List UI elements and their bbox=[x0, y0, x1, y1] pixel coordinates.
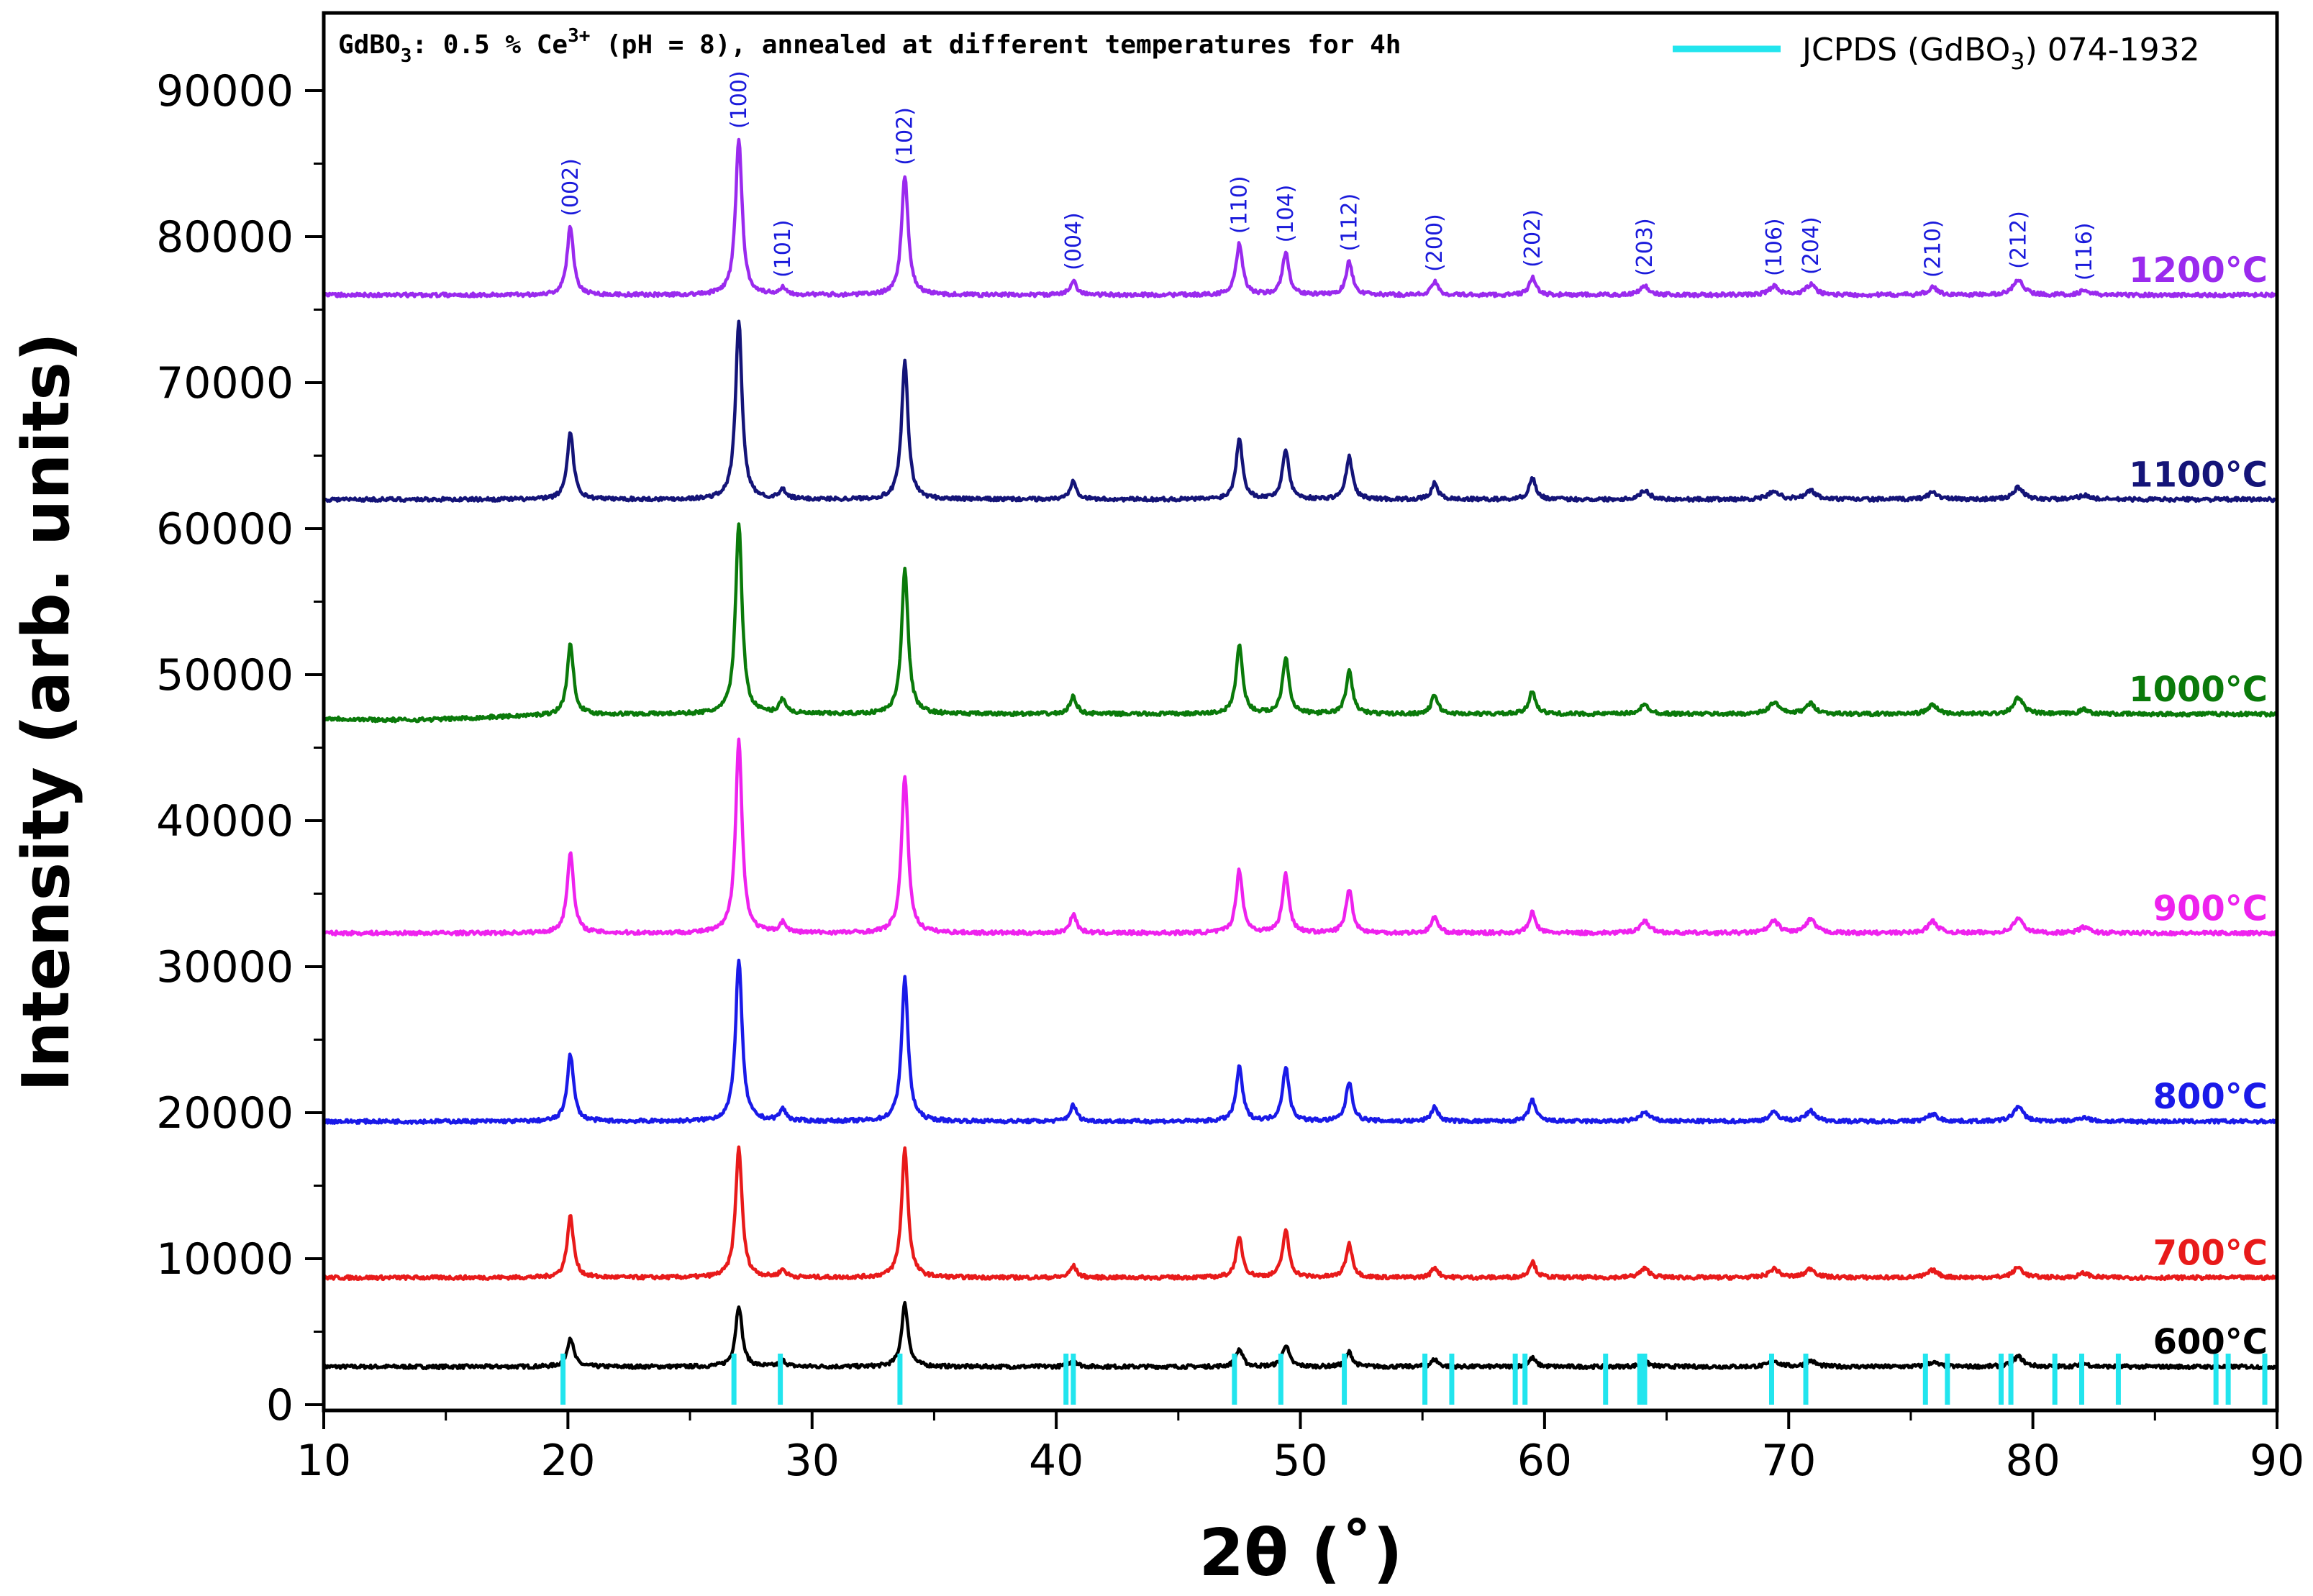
y-axis-title: Intensity (arb. units) bbox=[9, 332, 84, 1092]
series-label: 700°C bbox=[2153, 1233, 2268, 1273]
hkl-label: (210) bbox=[1920, 219, 1945, 278]
hkl-label: (116) bbox=[2072, 222, 2097, 281]
series-label: 1000°C bbox=[2129, 670, 2268, 710]
hkl-label: (212) bbox=[2006, 211, 2031, 269]
y-tick-label: 90000 bbox=[156, 66, 294, 117]
x-tick-label: 90 bbox=[2250, 1436, 2304, 1486]
y-tick-label: 40000 bbox=[156, 796, 294, 847]
hkl-label: (112) bbox=[1337, 193, 1362, 252]
y-tick-label: 70000 bbox=[156, 358, 294, 409]
y-tick-label: 0 bbox=[266, 1380, 294, 1431]
x-tick-label: 30 bbox=[785, 1436, 840, 1486]
hkl-label: (100) bbox=[727, 70, 752, 129]
x-axis: 10 20 30 40 50 60 70 80 90 bbox=[296, 1410, 2304, 1486]
series-line-1100C bbox=[323, 319, 2278, 503]
x-tick-label: 40 bbox=[1029, 1436, 1083, 1486]
y-tick-label: 50000 bbox=[156, 650, 294, 701]
series-line-800C bbox=[322, 958, 2279, 1125]
series-line-1000C bbox=[322, 522, 2278, 724]
y-tick-label: 30000 bbox=[156, 942, 294, 993]
x-tick-label: 70 bbox=[1761, 1436, 1816, 1486]
hkl-label: (200) bbox=[1422, 214, 1448, 272]
legend: JCPDS (GdBO3) 074-1932 bbox=[1673, 32, 2200, 75]
hkl-label: (106) bbox=[1762, 218, 1787, 276]
series-label: 900°C bbox=[2153, 888, 2268, 929]
hkl-label: (110) bbox=[1227, 175, 1253, 234]
x-tick-label: 50 bbox=[1273, 1436, 1327, 1486]
series-line-1200C bbox=[322, 137, 2278, 298]
y-tick-label: 10000 bbox=[156, 1234, 294, 1285]
hkl-label: (202) bbox=[1520, 209, 1545, 268]
series-labels: 600°C 700°C 800°C 900°C 1000°C 1100°C 1200°C bbox=[2129, 250, 2268, 1362]
hkl-label: (102) bbox=[893, 107, 918, 165]
x-tick-label: 20 bbox=[540, 1436, 595, 1486]
series-label: 1100°C bbox=[2129, 455, 2268, 495]
series-label: 800°C bbox=[2153, 1077, 2268, 1117]
x-tick-label: 60 bbox=[1517, 1436, 1572, 1486]
x-axis-title: 2θ (˚) bbox=[1199, 1515, 1402, 1591]
reference-lines bbox=[560, 1353, 2268, 1405]
chart-title: GdBO3: 0.5 % Ce3+ (pH = 8), annealed at … bbox=[338, 25, 1401, 67]
x-tick-label: 10 bbox=[296, 1436, 351, 1486]
y-tick-label: 60000 bbox=[156, 504, 294, 555]
plot-lines bbox=[322, 137, 2279, 1371]
y-axis: 0 10000 20000 30000 40000 50000 60000 70000 8000… bbox=[156, 66, 324, 1431]
series-line-700C bbox=[322, 1145, 2279, 1282]
hkl-label: (101) bbox=[771, 219, 796, 278]
series-line-600C bbox=[322, 1300, 2278, 1371]
hkl-label: (004) bbox=[1061, 212, 1086, 270]
legend-entry: JCPDS (GdBO3) 074-1932 bbox=[1800, 32, 2200, 75]
hkl-label: (104) bbox=[1273, 185, 1299, 243]
series-line-900C bbox=[323, 737, 2278, 937]
series-label: 600°C bbox=[2153, 1322, 2268, 1362]
series-label: 1200°C bbox=[2129, 250, 2268, 291]
hkl-label: (002) bbox=[558, 158, 583, 216]
y-tick-label: 20000 bbox=[156, 1088, 294, 1139]
hkl-label: (204) bbox=[1799, 216, 1824, 275]
hkl-labels: (002) (100) (101) (102) (004) (110) (104) (112)… bbox=[558, 70, 2097, 281]
hkl-label: (203) bbox=[1632, 218, 1658, 276]
x-tick-label: 80 bbox=[2005, 1436, 2060, 1486]
y-tick-label: 80000 bbox=[156, 212, 294, 263]
